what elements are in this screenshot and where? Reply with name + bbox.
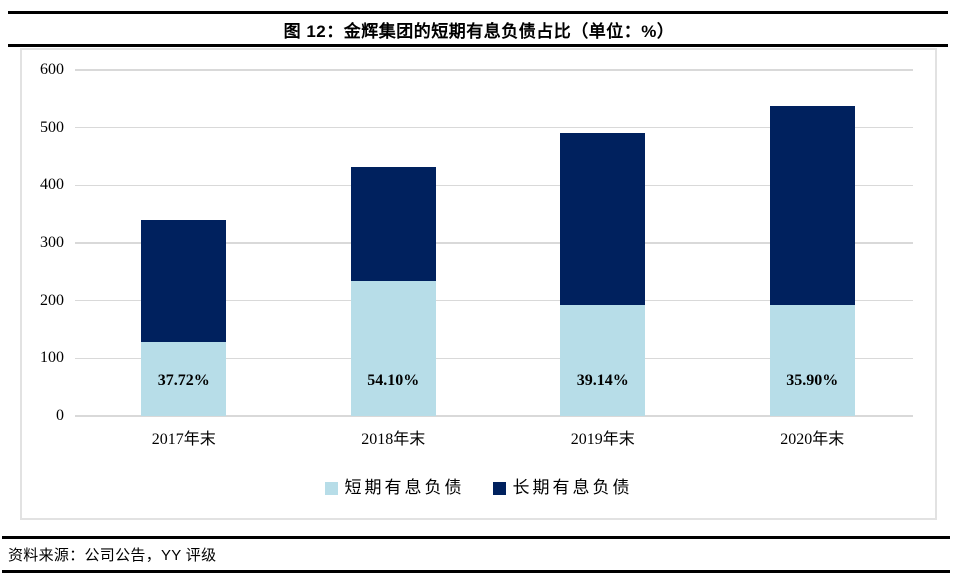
y-axis-tick-label: 200 bbox=[40, 291, 64, 309]
header-bottom-rule bbox=[8, 44, 948, 47]
y-axis-tick-label: 400 bbox=[40, 176, 64, 194]
legend-item: 短期有息负债 bbox=[324, 478, 465, 498]
bar-segment bbox=[350, 166, 436, 282]
legend-label: 长期有息负债 bbox=[512, 478, 633, 497]
y-gridline bbox=[75, 357, 913, 360]
bar-percent-label: 39.14% bbox=[576, 372, 629, 389]
legend-label: 短期有息负债 bbox=[344, 478, 465, 497]
source-text: 资料来源：公司公告，YY 评级 bbox=[8, 547, 217, 564]
y-gridline bbox=[75, 184, 913, 187]
header-top-rule bbox=[8, 11, 948, 14]
source-bottom-rule bbox=[2, 570, 950, 573]
bar-segment bbox=[560, 305, 646, 416]
chart-panel: 0 100 200 300 400 500 600 37.72% 2017年末 54.10% 201… bbox=[20, 48, 937, 520]
bar-percent-label: 54.10% bbox=[367, 372, 420, 389]
y-axis-tick-label: 600 bbox=[40, 61, 64, 78]
figure-title: 图 12：金辉集团的短期有息负债占比（单位：%） bbox=[283, 22, 675, 41]
bar-percent-label: 37.72% bbox=[157, 372, 210, 389]
y-axis-tick-label: 100 bbox=[40, 349, 64, 367]
bar-segment bbox=[769, 304, 855, 416]
x-axis-tick-label: 2019年末 bbox=[570, 431, 635, 448]
x-axis-tick-label: 2017年末 bbox=[151, 431, 216, 448]
x-axis-tick-label: 2020年末 bbox=[780, 431, 845, 448]
x-axis-tick-label: 2018年末 bbox=[361, 431, 426, 448]
y-gridline bbox=[75, 242, 913, 244]
bar-segment bbox=[560, 133, 646, 306]
legend-swatch-icon bbox=[492, 481, 506, 495]
bar-percent-label: 35.90% bbox=[786, 372, 839, 389]
y-gridline bbox=[75, 69, 913, 71]
y-axis-tick-label: 300 bbox=[40, 234, 64, 251]
y-axis-tick-label: 500 bbox=[40, 118, 64, 136]
bar-segment bbox=[350, 281, 436, 416]
bar-segment bbox=[141, 219, 227, 343]
chart-plot: 0 100 200 300 400 500 600 37.72% 2017年末 54.10% 201… bbox=[22, 50, 935, 518]
y-gridline bbox=[75, 415, 913, 417]
y-gridline bbox=[75, 126, 913, 129]
legend-item: 长期有息负债 bbox=[492, 478, 633, 498]
legend-swatch-icon bbox=[324, 481, 338, 495]
bar-segment bbox=[141, 342, 227, 416]
bar-segment bbox=[769, 105, 855, 305]
source-top-rule bbox=[2, 536, 950, 539]
y-axis-tick-label: 0 bbox=[56, 407, 64, 424]
chart-legend: 短期有息负债 长期有息负债 bbox=[22, 477, 935, 499]
y-gridline bbox=[75, 299, 913, 302]
